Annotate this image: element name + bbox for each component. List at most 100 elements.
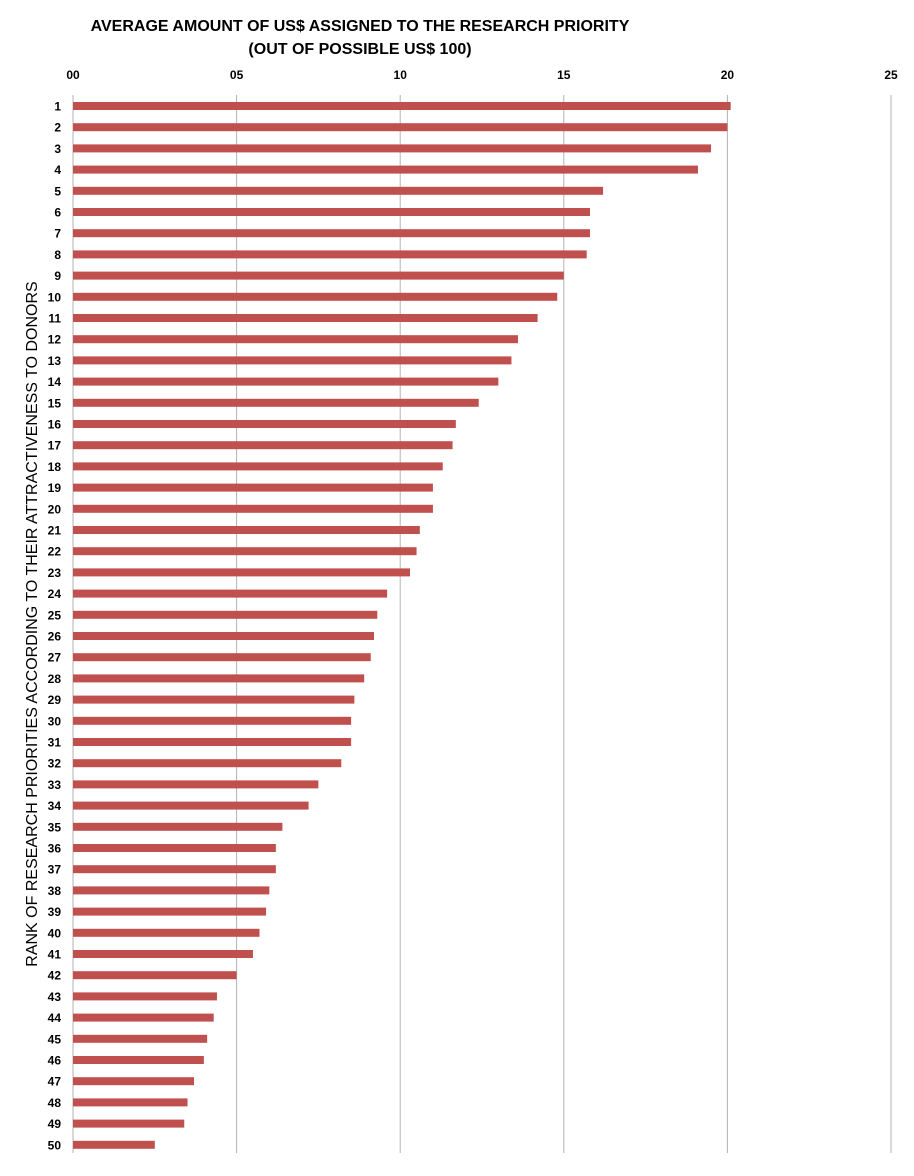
y-tick-label: 41 [48,948,62,962]
bar [73,356,512,365]
y-tick-label: 21 [48,524,62,538]
y-tick-label: 29 [48,693,62,707]
chart-subtitle: (OUT OF POSSIBLE US$ 100) [248,41,471,58]
bar [73,886,270,895]
y-tick-label: 6 [54,206,61,220]
bar [73,441,453,450]
y-tick-label: 32 [48,757,62,771]
y-tick-label: 49 [48,1117,62,1131]
y-tick-label: 12 [48,333,62,347]
y-tick-label: 33 [48,778,62,792]
y-tick-label: 30 [48,714,62,728]
bar [73,801,309,810]
y-tick-label: 28 [48,672,62,686]
bar [73,865,276,874]
bar [73,632,375,640]
y-tick-label: 50 [48,1138,62,1152]
bar [73,928,260,937]
bar [73,250,587,259]
bar [73,547,417,556]
bar [73,907,267,916]
bar [73,653,371,662]
bar [73,695,355,704]
x-tick-label: 25 [884,68,898,82]
y-tick-label: 7 [54,227,61,241]
y-tick-label: 26 [48,630,62,644]
bar [73,992,217,1001]
bar [73,1098,188,1107]
bar [73,674,365,683]
y-tick-label: 39 [48,905,62,919]
y-tick-label: 46 [48,1054,62,1068]
bar [73,292,558,301]
y-tick-label: 40 [48,926,62,940]
y-tick-label: 1 [54,100,61,114]
y-tick-label: 8 [54,248,61,262]
bar [73,102,731,110]
bar [73,186,604,195]
x-tick-label: 10 [394,68,408,82]
y-tick-label: 10 [48,290,62,304]
y-tick-label: 9 [54,269,61,283]
bar [73,526,420,534]
y-tick-label: 18 [48,460,62,474]
y-tick-label: 5 [54,184,61,198]
bar [73,822,283,831]
x-axis-ticks: 00 05 10 15 20 25 [66,68,898,82]
y-tick-label: 42 [48,969,62,983]
bar [73,1119,185,1128]
y-tick-label: 27 [48,651,62,665]
bars [73,102,731,1149]
y-tick-label: 14 [48,375,62,389]
y-tick-label: 48 [48,1096,62,1110]
x-tick-label: 00 [66,68,80,82]
y-tick-label: 47 [48,1075,62,1089]
y-tick-label: 38 [48,884,62,898]
bar [73,716,352,725]
bar [73,738,352,746]
bar [73,314,538,322]
y-tick-label: 22 [48,545,62,559]
y-tick-label: 35 [48,820,62,834]
y-tick-label: 4 [54,163,61,177]
y-tick-label: 31 [48,736,62,750]
bar [73,780,319,789]
bar [73,1034,208,1043]
y-tick-label: 24 [48,587,62,601]
bar [73,1077,195,1086]
bar [73,165,698,174]
y-tick-label: 34 [48,799,62,813]
bar [73,483,433,492]
bar [73,759,342,768]
bar [73,1013,214,1022]
y-axis-label: RANK OF RESEARCH PRIORITIES ACCORDING TO… [24,281,41,966]
x-tick-label: 05 [230,68,244,82]
bar [73,1056,204,1064]
y-tick-label: 25 [48,608,62,622]
y-tick-label: 36 [48,842,62,856]
y-tick-label: 19 [48,481,62,495]
x-tick-label: 15 [557,68,571,82]
bar [73,971,237,980]
bar [73,420,456,428]
bar [73,271,564,280]
y-tick-label: 3 [54,142,61,156]
bar [73,123,728,132]
y-tick-label: 44 [48,1011,62,1025]
x-tick-label: 20 [721,68,735,82]
bar [73,610,378,619]
y-tick-label: 43 [48,990,62,1004]
bar [73,1140,155,1149]
bar [73,229,590,238]
y-tick-label: 11 [48,312,61,326]
bar [73,568,411,577]
y-tick-label: 2 [54,121,61,135]
y-tick-label: 20 [48,502,62,516]
y-tick-label: 23 [48,566,62,580]
y-axis-ticks: 1234567891011121314151617181920212223242… [48,100,62,1153]
y-tick-label: 45 [48,1032,62,1046]
y-tick-label: 15 [48,396,62,410]
bar [73,377,499,386]
